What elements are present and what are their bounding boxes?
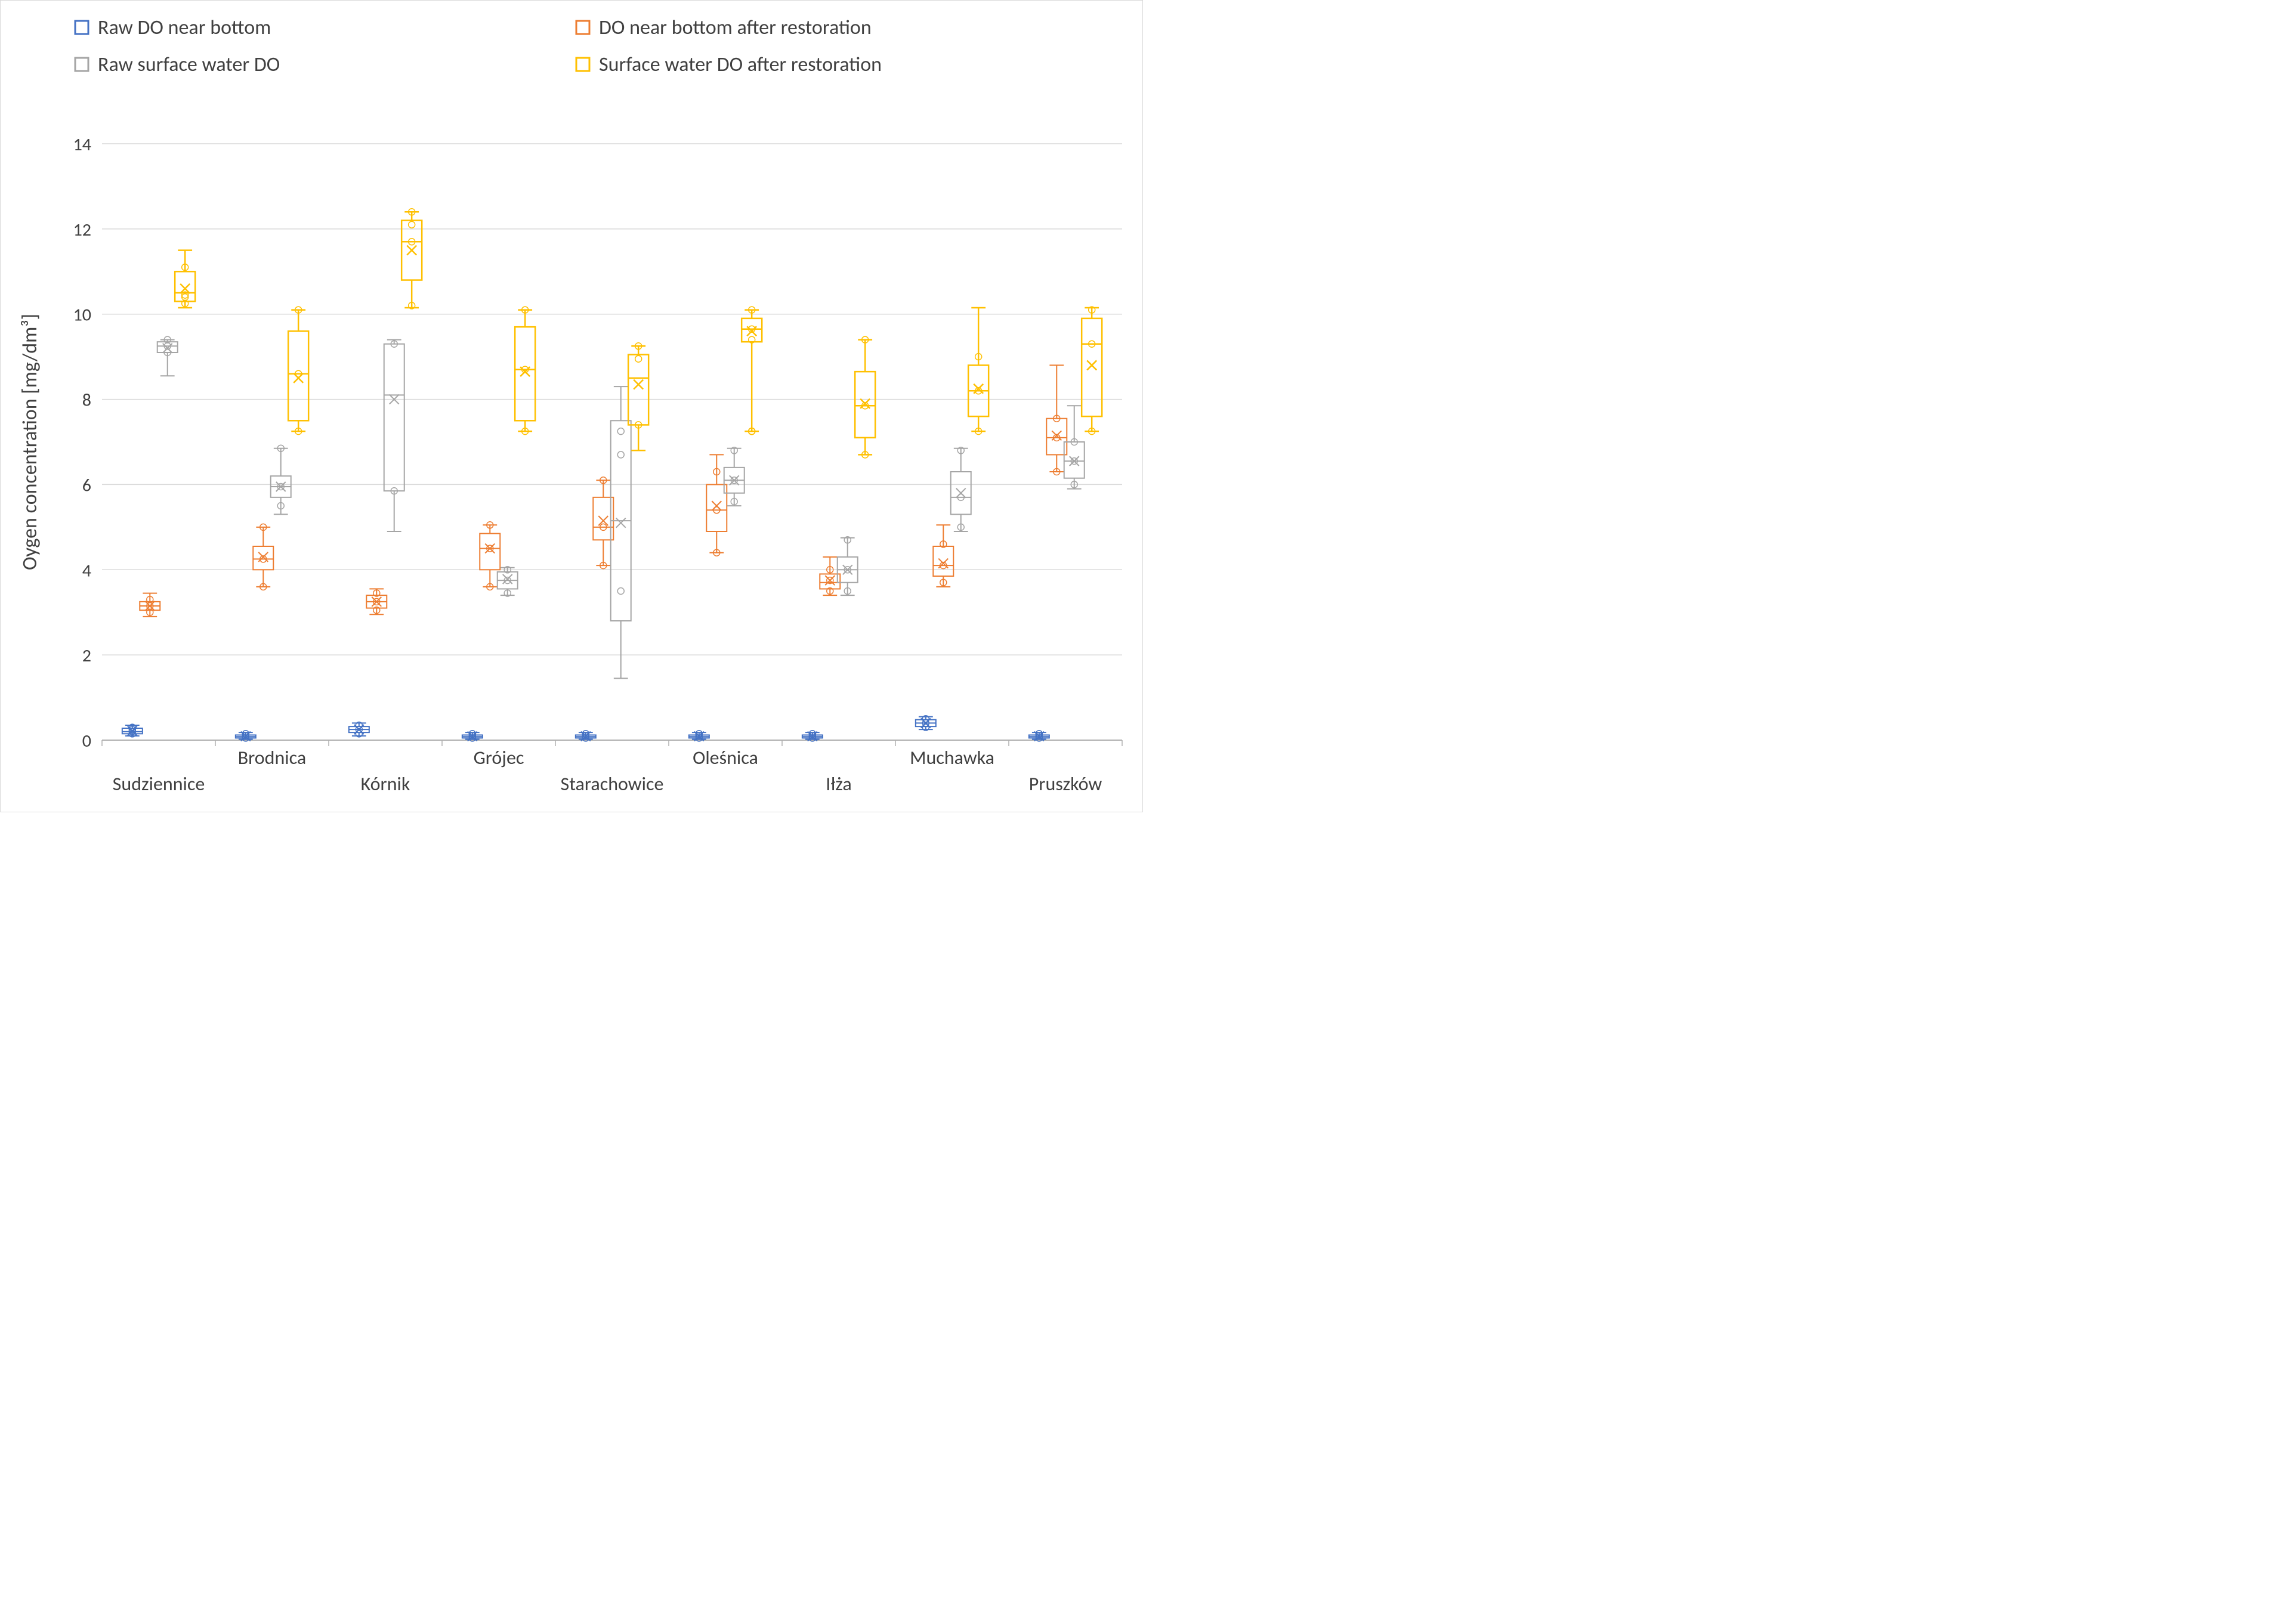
box-surface-water-do-after-restoration [742,307,762,435]
legend-label: Raw DO near bottom [98,16,271,40]
box-raw-do-near-bottom [349,722,369,737]
y-tick-label: 0 [82,730,91,752]
y-tick-label: 2 [82,645,91,667]
legend-marker [75,21,88,34]
box-raw-surface-water-do [384,340,404,531]
box-do-near-bottom-after-restoration [253,524,273,590]
legend-label: Surface water DO after restoration [599,52,882,77]
box-raw-do-near-bottom [916,716,936,731]
x-category-label: Starachowice [561,772,664,796]
y-tick-label: 6 [82,474,91,496]
box-do-near-bottom-after-restoration [140,593,160,617]
box-raw-surface-water-do [951,447,971,531]
x-category-label: Oleśnica [693,746,758,769]
x-category-label: Kórnik [361,772,410,796]
legend-marker [576,58,589,71]
box-raw-do-near-bottom [236,731,256,741]
legend-label: Raw surface water DO [98,52,280,77]
legend-marker [75,58,88,71]
y-tick-label: 12 [73,219,91,241]
x-category-label: Muchawka [910,746,994,769]
x-category-label: Sudziennice [113,772,205,796]
box-surface-water-do-after-restoration [401,209,422,309]
y-tick-label: 14 [73,134,91,156]
legend-marker [576,21,589,34]
box-do-near-bottom-after-restoration [933,525,953,587]
legend-label: DO near bottom after restoration [599,16,872,40]
y-axis-title: Oygen concentration [mg/dm³] [18,314,42,570]
chart-svg: 0 2 4 6 8 10 12 14 Sudziennice Brodnica Kórnik Grój… [1,1,1144,813]
box-surface-water-do-after-restoration [1082,307,1102,435]
box-surface-water-do-after-restoration [288,307,308,435]
legend: Raw DO near bottom DO near bottom after r… [75,16,882,77]
box-raw-surface-water-do [498,567,518,596]
box-raw-do-near-bottom [122,724,143,737]
box-surface-water-do-after-restoration [968,308,988,435]
box-raw-surface-water-do [271,445,291,514]
box-raw-surface-water-do [157,336,178,376]
box-surface-water-do-after-restoration [175,250,195,308]
box-surface-water-do-after-restoration [855,336,875,458]
y-tick-label: 8 [82,389,91,412]
x-category-label: Pruszków [1029,772,1102,796]
x-category-label: Brodnica [238,746,306,769]
box-do-near-bottom-after-restoration [366,589,387,614]
x-category-label: Grójec [474,746,524,769]
x-category-label: Iłża [826,772,851,796]
y-tick-label: 10 [73,304,91,326]
boxplot-chart: 0 2 4 6 8 10 12 14 Sudziennice Brodnica Kórnik Grój… [0,0,1143,812]
y-tick-label: 4 [82,559,91,581]
box-surface-water-do-after-restoration [515,307,535,435]
